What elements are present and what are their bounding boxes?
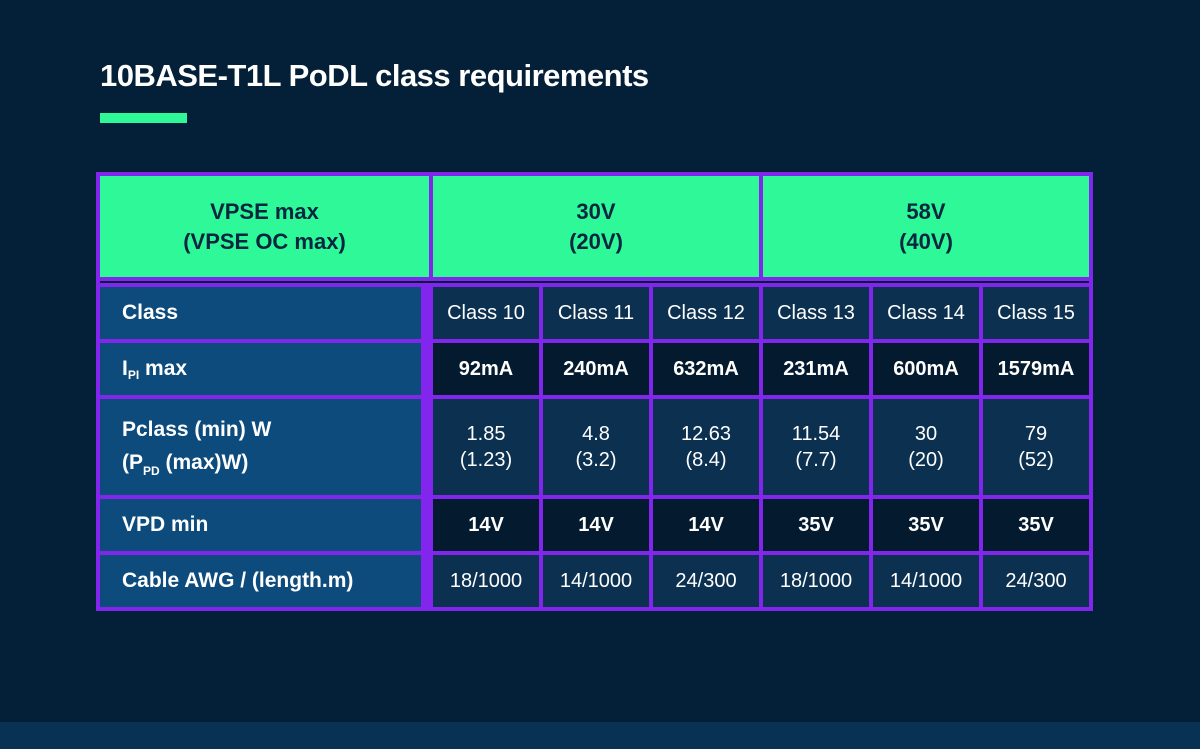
- podl-class-requirements-table: VPSE max (VPSE OC max) 30V (20V) 58V (40…: [96, 172, 1093, 611]
- table-cell: 231mA: [763, 343, 869, 395]
- header-cell-58v: 58V (40V): [763, 176, 1089, 277]
- row-label-cable-awg: Cable AWG / (length.m): [100, 555, 421, 607]
- subscript-pi: PI: [127, 368, 140, 382]
- row-label-text: Class: [122, 301, 179, 324]
- table-cell: 12.63 (8.4): [653, 399, 759, 495]
- table-cell: 4.8 (3.2): [543, 399, 649, 495]
- row-label-pclass: Pclass (min) W (PPD (max)W): [100, 399, 421, 495]
- table-cell: 18/1000: [433, 555, 539, 607]
- table-cell: 35V: [763, 499, 869, 551]
- table-cell: Class 10: [433, 287, 539, 339]
- row-label-vpd-min: VPD min: [100, 499, 421, 551]
- footer-strip: [0, 722, 1200, 749]
- table-cell: 14V: [433, 499, 539, 551]
- pclass-label-line1: Pclass (min) W: [122, 418, 272, 442]
- page-title: 10BASE-T1L PoDL class requirements: [100, 58, 649, 93]
- table-cell: 14V: [653, 499, 759, 551]
- table-cell: 14/1000: [543, 555, 649, 607]
- table-cell: 600mA: [873, 343, 979, 395]
- table-cell: 35V: [983, 499, 1089, 551]
- table-cell: 14/1000: [873, 555, 979, 607]
- header-cell-vpse-max: VPSE max (VPSE OC max): [100, 176, 429, 277]
- table-cell: Class 15: [983, 287, 1089, 339]
- table-cell: 24/300: [983, 555, 1089, 607]
- table-cell: 14V: [543, 499, 649, 551]
- table-cell: 1579mA: [983, 343, 1089, 395]
- table-cell: 35V: [873, 499, 979, 551]
- header-body-divider: [100, 281, 1089, 283]
- table-cell: 18/1000: [763, 555, 869, 607]
- table-cell: 30 (20): [873, 399, 979, 495]
- table-cell: Class 14: [873, 287, 979, 339]
- table-cell: 24/300: [653, 555, 759, 607]
- header-cell-30v: 30V (20V): [433, 176, 759, 277]
- table-cell: 1.85 (1.23): [433, 399, 539, 495]
- row-label-class: Class: [100, 287, 421, 339]
- subscript-pd: PD: [143, 464, 160, 478]
- table-grid: VPSE max (VPSE OC max) 30V (20V) 58V (40…: [100, 176, 1089, 607]
- table-cell: Class 11: [543, 287, 649, 339]
- table-cell: 92mA: [433, 343, 539, 395]
- row-label-ipi-max: I PI max: [100, 343, 421, 395]
- table-cell: Class 12: [653, 287, 759, 339]
- table-cell: 11.54 (7.7): [763, 399, 869, 495]
- table-cell: 632mA: [653, 343, 759, 395]
- table-cell: Class 13: [763, 287, 869, 339]
- title-accent-bar: [100, 113, 187, 123]
- table-cell: 79 (52): [983, 399, 1089, 495]
- pclass-label-line2: (PPD (max)W): [122, 451, 249, 478]
- table-cell: 240mA: [543, 343, 649, 395]
